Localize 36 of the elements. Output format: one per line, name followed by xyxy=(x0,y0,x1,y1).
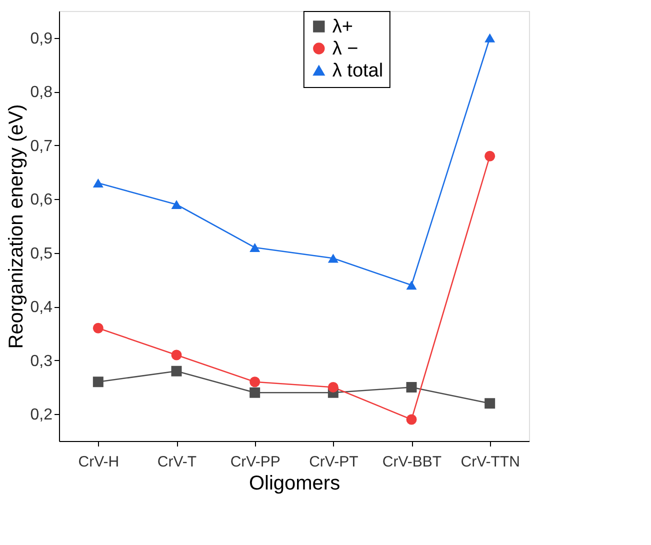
point xyxy=(92,376,104,388)
x-tick-label: CrV-T xyxy=(157,454,197,470)
point xyxy=(328,254,338,263)
legend-label: λ − xyxy=(332,38,358,60)
point xyxy=(92,322,104,334)
point xyxy=(406,280,417,290)
legend-label: λ total xyxy=(332,60,384,82)
point xyxy=(250,242,260,252)
point xyxy=(171,200,182,210)
point xyxy=(484,150,496,162)
x-tick-label: CrV-H xyxy=(78,454,120,470)
y-tick-label: 0,6 xyxy=(30,192,53,209)
point xyxy=(250,376,260,388)
y-tick-label: 0,5 xyxy=(30,245,53,262)
point xyxy=(406,414,417,425)
point xyxy=(328,382,338,392)
y-tick-label: 0,8 xyxy=(30,84,53,102)
y-tick-label: 0,3 xyxy=(30,352,53,370)
point xyxy=(92,178,104,188)
x-tick-label: CrV-TTN xyxy=(460,454,520,470)
x-tick-label: CrV-BBT xyxy=(382,454,442,470)
y-tick-label: 0,7 xyxy=(30,138,53,155)
y-axis-title: Reorganization energy (eV) xyxy=(5,104,28,349)
point xyxy=(171,350,182,360)
point xyxy=(171,366,182,376)
point xyxy=(484,398,496,409)
x-tick-label: CrV-PT xyxy=(309,454,358,470)
x-axis-title: Oligomers xyxy=(248,472,340,494)
point xyxy=(250,387,260,398)
legend-label: λ+ xyxy=(332,16,354,38)
point xyxy=(484,33,496,42)
x-tick-label: CrV-PP xyxy=(230,454,280,470)
y-tick-label: 0,4 xyxy=(30,299,53,316)
point xyxy=(406,382,417,392)
y-tick-label: 0,2 xyxy=(30,406,53,424)
y-tick-label: 0,9 xyxy=(30,30,53,48)
